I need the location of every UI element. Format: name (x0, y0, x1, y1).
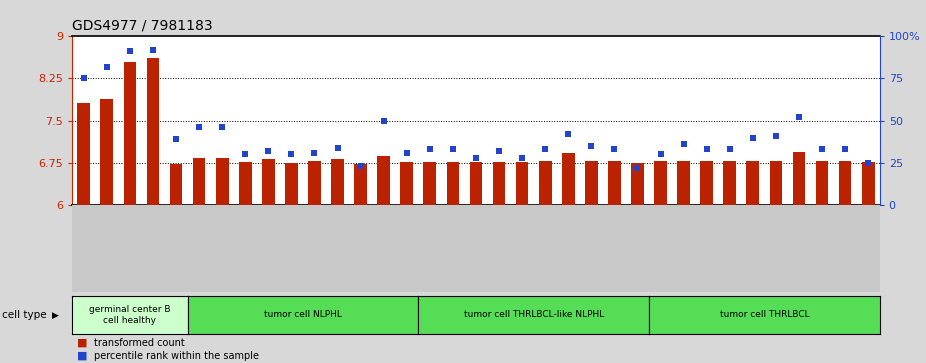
Bar (862, 162, 874, 205)
Bar (585, 161, 597, 205)
Bar (539, 161, 552, 205)
Bar (101, 99, 113, 205)
Bar (723, 161, 736, 205)
Text: ■: ■ (77, 351, 87, 361)
Bar (516, 162, 529, 205)
Text: tumor cell THRLBCL-like NLPHL: tumor cell THRLBCL-like NLPHL (464, 310, 604, 319)
Bar (793, 152, 806, 205)
Bar (169, 164, 182, 205)
Text: percentile rank within the sample: percentile rank within the sample (94, 351, 258, 361)
Bar (816, 161, 829, 205)
Text: GDS4977 / 7981183: GDS4977 / 7981183 (72, 19, 213, 33)
Bar (216, 158, 229, 205)
Bar (746, 161, 759, 205)
Text: transformed count: transformed count (94, 338, 184, 348)
Text: ▶: ▶ (52, 310, 58, 319)
Bar (469, 162, 482, 205)
Bar (562, 153, 575, 205)
Bar (308, 161, 320, 205)
Bar (770, 161, 782, 205)
Bar (423, 162, 436, 205)
Bar (377, 156, 390, 205)
Bar (677, 161, 690, 205)
Bar (146, 58, 159, 205)
Bar (355, 164, 367, 205)
Bar (239, 162, 252, 205)
Bar (608, 161, 620, 205)
Text: cell type: cell type (2, 310, 46, 320)
Bar (78, 103, 90, 205)
Bar (654, 161, 667, 205)
Text: ■: ■ (77, 338, 87, 348)
Bar (285, 163, 298, 205)
Bar (700, 161, 713, 205)
Bar (632, 163, 644, 205)
Bar (332, 159, 344, 205)
Bar (123, 62, 136, 205)
Bar (262, 159, 275, 205)
Bar (446, 162, 459, 205)
Text: tumor cell NLPHL: tumor cell NLPHL (264, 310, 342, 319)
Bar (839, 161, 851, 205)
Bar (493, 162, 506, 205)
Bar (400, 162, 413, 205)
Text: germinal center B
cell healthy: germinal center B cell healthy (89, 305, 170, 325)
Bar (193, 158, 206, 205)
Text: tumor cell THRLBCL: tumor cell THRLBCL (720, 310, 809, 319)
